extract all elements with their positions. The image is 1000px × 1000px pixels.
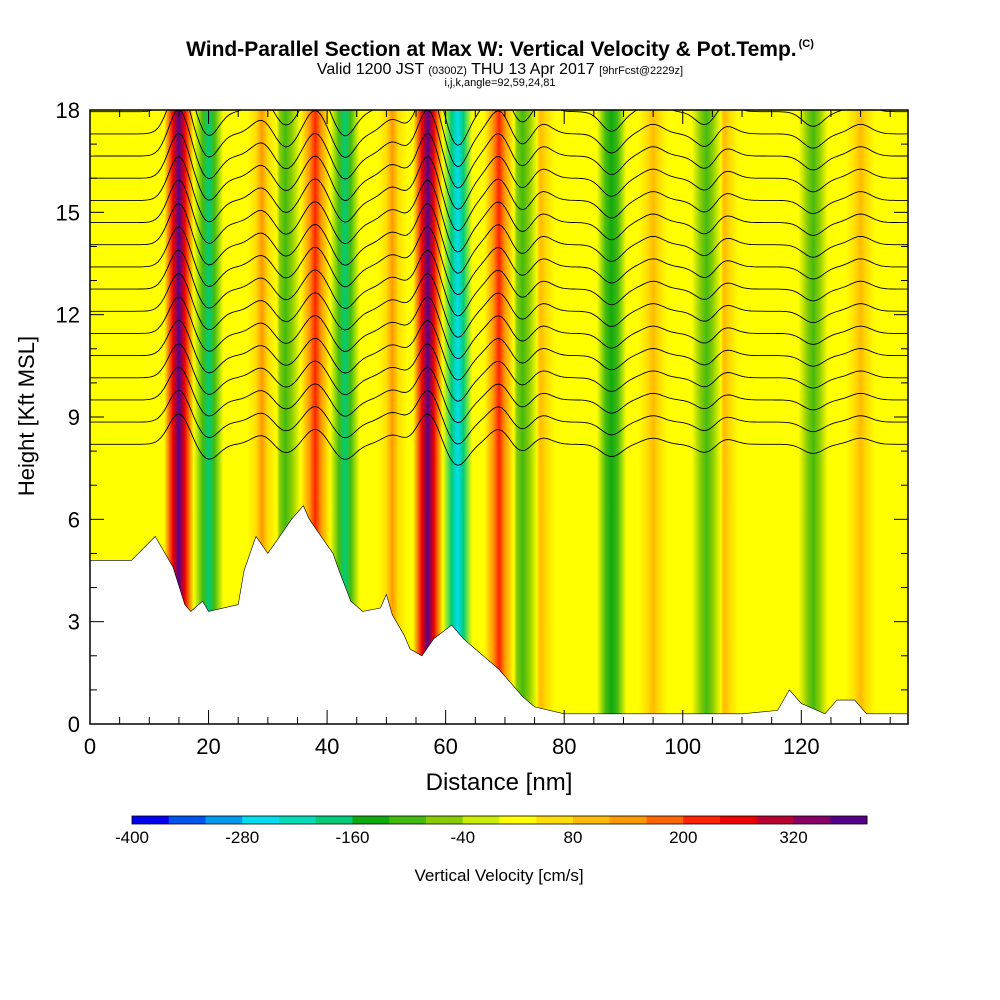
valid-prefix: Valid 1200 JST — [316, 61, 424, 78]
x-tick-label: 100 — [664, 734, 701, 759]
isentrope-contour — [90, 319, 908, 381]
colorbar-swatch — [683, 816, 721, 824]
x-tick-label: 60 — [433, 734, 457, 759]
chart-title-text: Wind-Parallel Section at Max W: Vertical… — [186, 38, 797, 61]
colorbar-swatch — [609, 816, 647, 824]
x-axis: 0 20 40 60 80 100 120 — [84, 110, 891, 759]
colorbar-swatch — [499, 816, 537, 824]
chart-title: Wind-Parallel Section at Max W: Vertical… — [0, 38, 1000, 62]
colorbar-tick-label: 200 — [669, 828, 697, 847]
isentrope-contour — [90, 249, 908, 317]
colorbar-tick-label: 80 — [564, 828, 583, 847]
colorbar-swatch — [205, 816, 243, 824]
colorbar-swatch — [830, 816, 868, 824]
colorbar-tick-label: -160 — [335, 828, 369, 847]
isentrope-contour — [90, 179, 908, 253]
x-tick-label: 0 — [84, 734, 96, 759]
colorbar-tick-label: -40 — [450, 828, 475, 847]
colorbar-swatch — [536, 816, 574, 824]
colorbar-swatch — [242, 816, 280, 824]
x-tick-label: 20 — [196, 734, 220, 759]
x-axis-label: Distance [nm] — [426, 769, 573, 796]
isentrope-contour — [90, 155, 908, 232]
colorbar-tick-label: 320 — [779, 828, 807, 847]
forecast-label: [9hrFcst@2229z] — [599, 65, 684, 77]
colorbar-frame — [131, 815, 868, 825]
plot-area — [90, 110, 908, 724]
pot-temp-contours — [90, 110, 908, 466]
colorbar-swatch — [756, 816, 794, 824]
y-tick-label: 0 — [68, 712, 80, 737]
colorbar-swatch — [720, 816, 758, 824]
y-tick-label: 18 — [56, 98, 80, 123]
y-tick-label: 3 — [68, 610, 80, 635]
y-tick-label: 15 — [56, 200, 80, 225]
y-tick-label: 6 — [68, 507, 80, 532]
colorbar-swatch — [573, 816, 611, 824]
colorbar-swatch — [315, 816, 353, 824]
colorbar-swatch — [132, 816, 170, 824]
colorbar-tick-label: -280 — [225, 828, 259, 847]
colorbar-swatch — [646, 816, 684, 824]
colorbar-swatch — [279, 816, 317, 824]
colorbar-swatch — [168, 816, 206, 824]
isentrope-contour — [90, 132, 908, 210]
isentrope-contour — [90, 202, 908, 274]
colorbar-swatch — [426, 816, 464, 824]
isentrope-contour — [90, 110, 908, 168]
colorbar-swatch — [462, 816, 500, 824]
x-tick-label: 80 — [552, 734, 576, 759]
isentrope-contour — [90, 343, 908, 402]
colorbar-swatch — [793, 816, 831, 824]
colorbar-swatch — [389, 816, 427, 824]
colorbar-swatch — [352, 816, 390, 824]
isentrope-contour — [90, 413, 908, 466]
copyright-mark: (C) — [798, 38, 814, 50]
y-tick-label: 12 — [56, 303, 80, 328]
isentrope-contour — [90, 272, 908, 338]
valid-date: THU 13 Apr 2017 — [471, 61, 595, 78]
y-axis-label: Height [Kft MSL] — [14, 336, 39, 496]
y-tick-label: 9 — [68, 405, 80, 430]
isentrope-contour — [90, 226, 908, 296]
isentrope-contour — [90, 110, 908, 189]
y-axis: 0 3 6 9 12 15 18 — [56, 98, 908, 737]
colorbar-label: Vertical Velocity [cm/s] — [414, 866, 583, 885]
colorbar: -400 -280 -160 -40 80 200 320 — [115, 815, 868, 847]
grid-indices-label: i,j,k,angle=92,59,24,81 — [444, 77, 556, 89]
x-tick-label: 120 — [783, 734, 820, 759]
isentrope-contour — [90, 296, 908, 360]
chart-subtitle: Valid 1200 JST (0300Z) THU 13 Apr 2017 [… — [0, 61, 1000, 79]
isentrope-contour — [90, 389, 908, 445]
valid-utc: (0300Z) — [428, 65, 467, 77]
colorbar-tick-label: -400 — [115, 828, 149, 847]
isentrope-contour — [90, 366, 908, 424]
x-tick-label: 40 — [315, 734, 339, 759]
terrain — [90, 505, 908, 724]
